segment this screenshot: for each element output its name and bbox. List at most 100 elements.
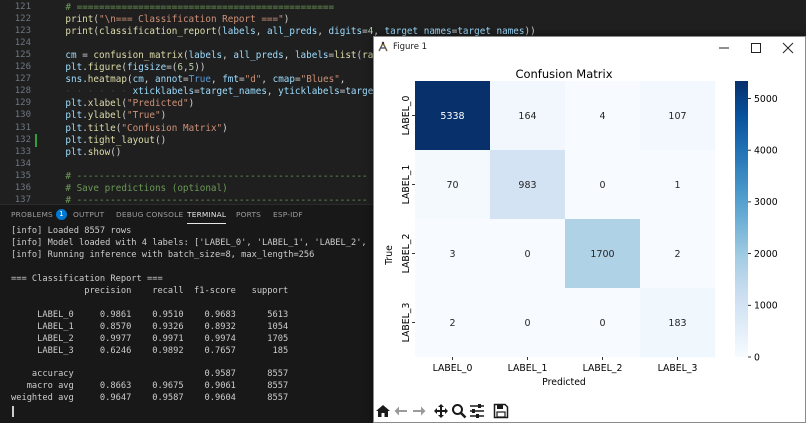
code-token: ,: [339, 74, 346, 86]
code-token: labels: [188, 50, 223, 62]
code-token: labels: [222, 26, 256, 38]
cell-value-label: 0: [524, 249, 530, 260]
code-token: ,: [317, 26, 329, 38]
code-text: plt.title("Confusion Matrix"): [43, 122, 228, 135]
configure-subplots-button[interactable]: [469, 403, 485, 419]
heatmap-cell: [640, 219, 716, 289]
code-line[interactable]: 130 plt.ylabel("True"): [0, 109, 806, 122]
colorbar-tick-label: 3000: [754, 197, 778, 208]
code-token: =: [76, 50, 94, 62]
code-token: cm: [132, 74, 144, 86]
forward-arrow-icon: [413, 406, 426, 416]
code-line[interactable]: 131 plt.title("Confusion Matrix"): [0, 122, 806, 135]
code-token: True: [188, 74, 211, 86]
code-line[interactable]: 129 plt.xlabel("Predicted"): [0, 97, 806, 110]
cell-value-label: 5338: [440, 111, 464, 122]
panel-tab-esp-idf[interactable]: ESP-IDF: [273, 205, 303, 225]
terminal-line: LABEL_1 0.8570 0.9326 0.8932 1054: [11, 321, 289, 332]
code-token: [43, 26, 65, 37]
save-button[interactable]: [493, 403, 509, 419]
panel-tab-label: TERMINAL: [187, 210, 227, 219]
code-line[interactable]: 121 # ==================================…: [0, 1, 806, 14]
code-token: ----------------------------------------…: [76, 194, 368, 204]
maximize-button[interactable]: [740, 37, 772, 59]
code-token: xlabel: [87, 98, 122, 110]
code-token: (: [126, 74, 133, 86]
code-token: 6: [177, 62, 183, 74]
panel-tab-terminal[interactable]: TERMINAL: [187, 205, 227, 225]
code-token: =: [451, 26, 458, 38]
code-token: )): [194, 62, 206, 74]
terminal-line: macro avg 0.8663 0.9675 0.9061 8557: [11, 381, 289, 392]
code-line[interactable]: 136 # Save predictions (optional): [0, 182, 806, 195]
code-token: .: [82, 62, 88, 74]
cell-value-label: 0: [599, 318, 605, 329]
code-token: plt: [65, 62, 83, 74]
code-line[interactable]: 127 sns.heatmap(cm, annot=True, fmt="d",…: [0, 73, 806, 86]
line-number: 125: [14, 50, 31, 61]
back-button[interactable]: [393, 403, 409, 419]
code-token: =: [362, 26, 368, 38]
heatmap-cell: [640, 150, 716, 220]
confusion-matrix-chart[interactable]: Confusion Matrix 5338 164 4 107 70 983 0 1 3 0 170…: [374, 59, 805, 400]
figure-window[interactable]: Figure 1 Confusion Matrix 5338 164 4 107 70 9…: [373, 36, 806, 423]
code-text: plt.figure(figsize=(6,5)): [43, 61, 205, 74]
figure-titlebar[interactable]: Figure 1: [374, 37, 805, 59]
line-number: 123: [14, 26, 31, 37]
code-token: ): [188, 98, 195, 110]
line-number: 128: [14, 86, 31, 97]
terminal-line: LABEL_3 0.6246 0.9892 0.7657 185: [11, 345, 289, 356]
code-line[interactable]: 126 plt.figure(figsize=(6,5)): [0, 61, 806, 74]
matplotlib-app-icon: [378, 41, 388, 52]
panel-tab-ports[interactable]: PORTS: [236, 205, 261, 225]
heatmap-cell: [490, 219, 566, 289]
code-token: show: [87, 146, 111, 158]
close-button[interactable]: [772, 37, 804, 59]
code-token: (: [356, 50, 363, 62]
code-line[interactable]: 135 # ----------------------------------…: [0, 170, 806, 183]
code-line[interactable]: 123 print(classification_report(labels, …: [0, 25, 806, 38]
code-token: # Save predictions (optional): [43, 182, 228, 194]
panel-tab-debug-console[interactable]: DEBUG CONSOLE: [116, 205, 183, 225]
code-line[interactable]: 124: [0, 37, 806, 50]
code-token: ,: [373, 26, 385, 38]
colorbar-tick-label: 1000: [754, 301, 778, 312]
heatmap-cell: [415, 150, 491, 220]
y-tick-label: LABEL_3: [401, 303, 412, 343]
x-axis-label: Predicted: [542, 377, 586, 388]
code-token: .: [82, 74, 88, 86]
code-text: plt.ylabel("True"): [43, 109, 166, 122]
y-axis-label: True: [384, 245, 395, 266]
zoom-button[interactable]: [451, 403, 467, 419]
line-number: 131: [14, 122, 31, 133]
plot-canvas[interactable]: Confusion Matrix 5338 164 4 107 70 983 0 1 3 0 170…: [374, 59, 805, 400]
save-floppy-icon: [493, 403, 509, 419]
code-token: confusion_matrix: [93, 50, 183, 62]
pan-button[interactable]: [433, 403, 449, 419]
panel-tab-label: ESP-IDF: [273, 210, 303, 219]
code-token: ,: [266, 86, 279, 98]
code-token: (: [93, 26, 99, 38]
code-token: ,: [211, 74, 223, 86]
code-line[interactable]: 122 print("\n=== Classification Report =…: [0, 13, 806, 26]
forward-button[interactable]: [411, 403, 427, 419]
code-token: =: [295, 74, 301, 86]
code-text: plt.show(): [43, 146, 121, 159]
heatmap-cell: [490, 150, 566, 220]
home-button[interactable]: [375, 403, 391, 419]
heatmap-cell: [640, 81, 716, 151]
panel-tab-output[interactable]: OUTPUT: [73, 205, 104, 225]
code-line[interactable]: 133 plt.show(): [0, 146, 806, 159]
panel-tab-problems[interactable]: PROBLEMS 1: [11, 205, 67, 225]
code-token: (: [93, 14, 99, 26]
line-number: 136: [14, 182, 31, 193]
code-text: plt.xlabel("Predicted"): [43, 97, 194, 110]
line-number: 134: [14, 158, 31, 169]
minimize-button[interactable]: [708, 37, 740, 59]
code-token: ): [222, 122, 228, 134]
configure-subplots-icon: [470, 404, 484, 418]
code-line[interactable]: 132 plt.tight_layout(): [0, 133, 806, 147]
code-line[interactable]: 134: [0, 158, 806, 171]
code-line[interactable]: 137 # ----------------------------------…: [0, 194, 806, 204]
pan-move-icon: [434, 404, 448, 418]
